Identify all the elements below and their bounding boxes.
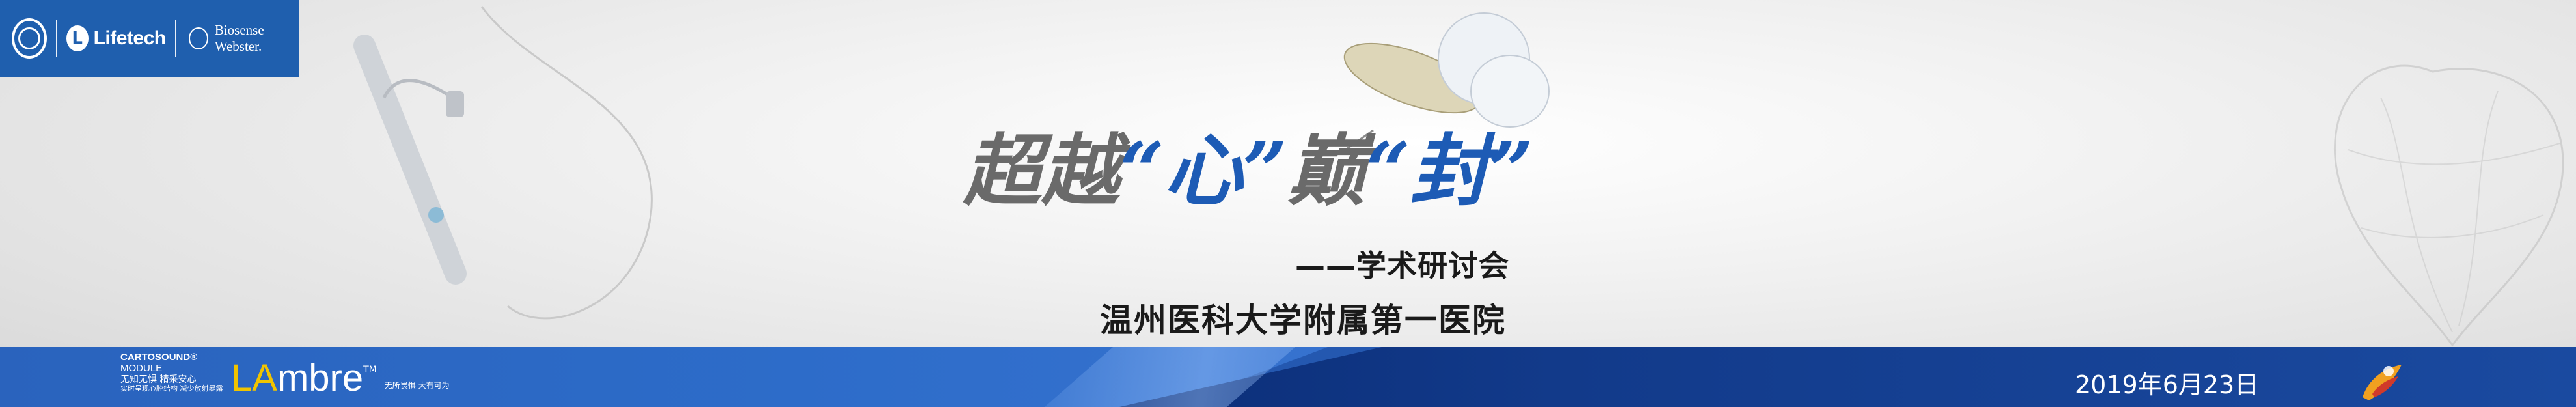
lifetech-logo-text: Lifetech <box>93 27 167 49</box>
logo-bar: L Lifetech Biosense Webster. <box>0 0 299 77</box>
footer-band-light <box>0 347 1328 407</box>
event-subtitle: ——学术研讨会 <box>1295 248 1509 283</box>
biosense-logo-icon <box>189 27 208 49</box>
title-quote-open: “ <box>1365 125 1411 217</box>
cartosound-module: MODULE <box>120 363 163 374</box>
cartosound-tagline: 实时呈现心腔结构 减少放射暴露 <box>120 384 223 393</box>
event-date: 2019年6月23日 <box>2075 371 2260 399</box>
title-quote-close: ” <box>1242 125 1288 217</box>
footer-bar <box>0 347 2576 407</box>
footer-band-dark <box>1119 347 2576 407</box>
hospital-name: 温州医科大学附属第一医院 <box>1100 302 1506 339</box>
title-word-seal: 封 <box>1410 125 1489 217</box>
catheter-illustration-icon <box>353 6 653 320</box>
lambre-wordmark: LAmbre <box>231 359 363 397</box>
lifetech-logo-icon: L <box>66 25 89 51</box>
title-part2: 巅 <box>1287 125 1366 217</box>
cartosound-slogan: 无知无惧 精采安心 <box>120 374 197 385</box>
event-title: 超越 “ 心 ” 巅 “ 封 ” <box>963 122 1614 220</box>
hospital-emblem-icon <box>2363 365 2402 400</box>
cartosound-logo: CARTOSOUND® MODULE 无知无惧 精采安心 实时呈现心腔结构 减少… <box>120 352 223 393</box>
lambre-suffix: mbre <box>277 357 364 399</box>
occluder-device-icon <box>1340 12 1550 154</box>
title-quote-close: ” <box>1488 125 1534 217</box>
divider <box>174 20 176 57</box>
heart-wireframe-icon <box>2334 64 2564 347</box>
biosense-logo-text: Biosense Webster. <box>214 22 264 54</box>
divider <box>55 20 57 57</box>
lambre-prefix: LA <box>231 357 277 399</box>
university-seal-icon <box>12 18 47 59</box>
title-part1: 超越 <box>963 125 1119 217</box>
lambre-trademark: TM <box>363 365 377 375</box>
title-word-heart: 心 <box>1164 125 1243 217</box>
lambre-tagline: 无所畏惧 大有可为 <box>384 381 450 390</box>
lambre-logo: LAmbre TM 无所畏惧 大有可为 <box>231 359 450 397</box>
title-quote-open: “ <box>1119 125 1165 217</box>
cartosound-name: CARTOSOUND® <box>120 352 198 363</box>
